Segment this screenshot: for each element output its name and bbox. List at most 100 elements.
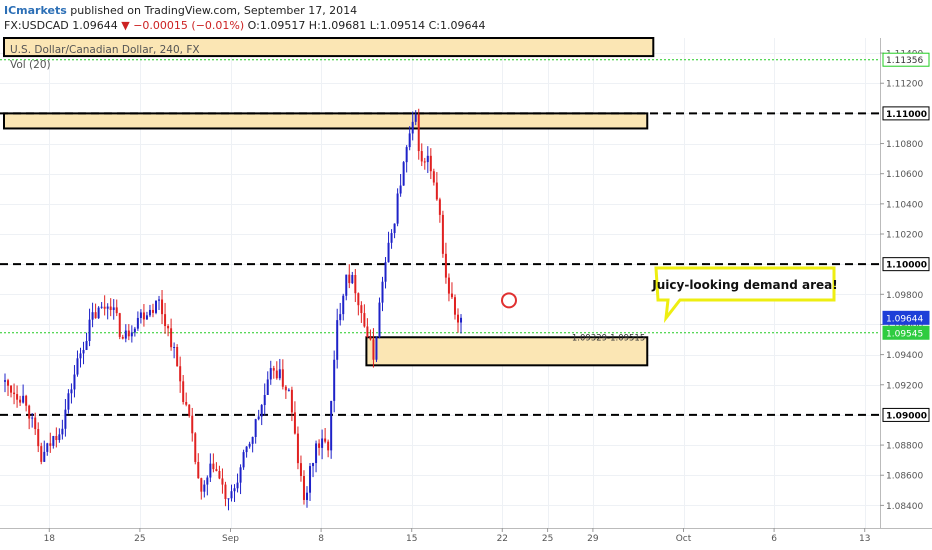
candle-down (435, 182, 438, 200)
candle-down (296, 433, 299, 464)
candle-down (7, 380, 10, 386)
chart-title: U.S. Dollar/Canadian Dollar, 240, FX (10, 44, 200, 56)
zone-range-label: 1.09329-1.09515 (572, 333, 645, 343)
time-tick-label: 15 (406, 534, 417, 544)
candle-up (173, 347, 176, 349)
candle-down (179, 366, 182, 382)
supply-demand-zone-2 (365, 336, 649, 367)
candle-up (88, 319, 91, 342)
candle-up (257, 416, 260, 420)
candle-up (263, 394, 266, 406)
candle-up (312, 463, 315, 467)
candle-up (106, 306, 109, 309)
candle-up (408, 133, 411, 148)
price-tick-label: 1.10200 (886, 231, 923, 241)
candle-down (118, 313, 121, 337)
candle-down (16, 394, 19, 400)
candle-down (272, 368, 275, 371)
candle-up (414, 114, 417, 122)
candle-down (121, 336, 124, 339)
candle-up (67, 393, 70, 410)
candle-down (357, 293, 360, 306)
price-label: 1.11356 (886, 56, 923, 66)
candle-down (142, 312, 145, 320)
symbol-header: FX:USDCAD 1.09644 ▼ −0.00015 (−0.01%) O:… (4, 19, 485, 32)
candle-up (336, 320, 339, 360)
price-tick-label: 1.11200 (886, 80, 923, 90)
candle-down (221, 478, 224, 485)
candle-down (420, 151, 423, 162)
candle-down (10, 385, 13, 393)
candle-down (212, 463, 215, 470)
candle-up (278, 369, 281, 379)
candle-up (402, 162, 405, 186)
candle-up (411, 121, 414, 134)
candle-down (438, 199, 441, 215)
candle-up (309, 466, 312, 493)
candle-down (115, 307, 118, 314)
candle-up (381, 281, 384, 303)
time-tick-label: Oct (676, 534, 692, 544)
candle-down (324, 438, 327, 442)
time-tick-label: 25 (134, 534, 145, 544)
candle-down (453, 297, 456, 315)
candle-up (145, 315, 148, 320)
candle-down (281, 369, 284, 387)
candle-down (441, 214, 444, 254)
candle-down (369, 337, 372, 340)
candle-down (302, 476, 305, 500)
candle-down (170, 328, 173, 348)
price-change: ▼ −0.00015 (−0.01%) (121, 19, 245, 32)
candle-up (351, 275, 354, 284)
candle-up (31, 417, 34, 419)
candle-down (290, 389, 293, 413)
candle-up (399, 185, 402, 194)
candle-up (342, 295, 345, 315)
candle-up (254, 419, 257, 437)
time-tick-label: 13 (859, 534, 870, 544)
candle-down (37, 429, 40, 447)
candle-up (209, 463, 212, 478)
candle-down (284, 386, 287, 391)
candle-down (360, 305, 363, 314)
candle-up (91, 312, 94, 320)
candle-down (103, 306, 106, 309)
candle-up (46, 443, 49, 452)
candle-down (224, 484, 227, 500)
price-label-box (882, 257, 930, 272)
candle-down (366, 326, 369, 338)
candle-up (64, 409, 67, 429)
candle-up (248, 443, 251, 447)
brand-name[interactable]: ICmarkets (4, 4, 67, 17)
candle-down (215, 469, 218, 472)
candle-down (40, 446, 43, 462)
supply-demand-zone-0 (3, 37, 655, 58)
candle-up (239, 467, 242, 483)
candle-up (384, 262, 387, 282)
price-tick-label: 1.10400 (886, 200, 923, 210)
candle-up (22, 395, 25, 403)
candle-down (94, 312, 97, 319)
candle-up (387, 242, 390, 263)
callout-text: Juicy-looking demand area! (651, 278, 837, 292)
candle-up (73, 374, 76, 390)
candle-up (378, 302, 381, 338)
candle-up (333, 359, 336, 401)
candle-up (339, 314, 342, 321)
candle-up (4, 380, 6, 382)
volume-label: Vol (20) (10, 59, 51, 71)
candle-down (293, 412, 296, 434)
candle-down (348, 274, 351, 284)
candle-up (133, 328, 136, 333)
candle-down (28, 405, 31, 419)
candle-up (260, 405, 263, 417)
candle-down (318, 443, 321, 448)
candle-up (330, 400, 333, 451)
candle-down (164, 314, 167, 327)
reaction-circle (501, 292, 517, 309)
candle-up (321, 438, 324, 448)
price-label: 1.11000 (886, 110, 927, 120)
candle-up (82, 349, 85, 354)
candle-up (139, 312, 142, 318)
